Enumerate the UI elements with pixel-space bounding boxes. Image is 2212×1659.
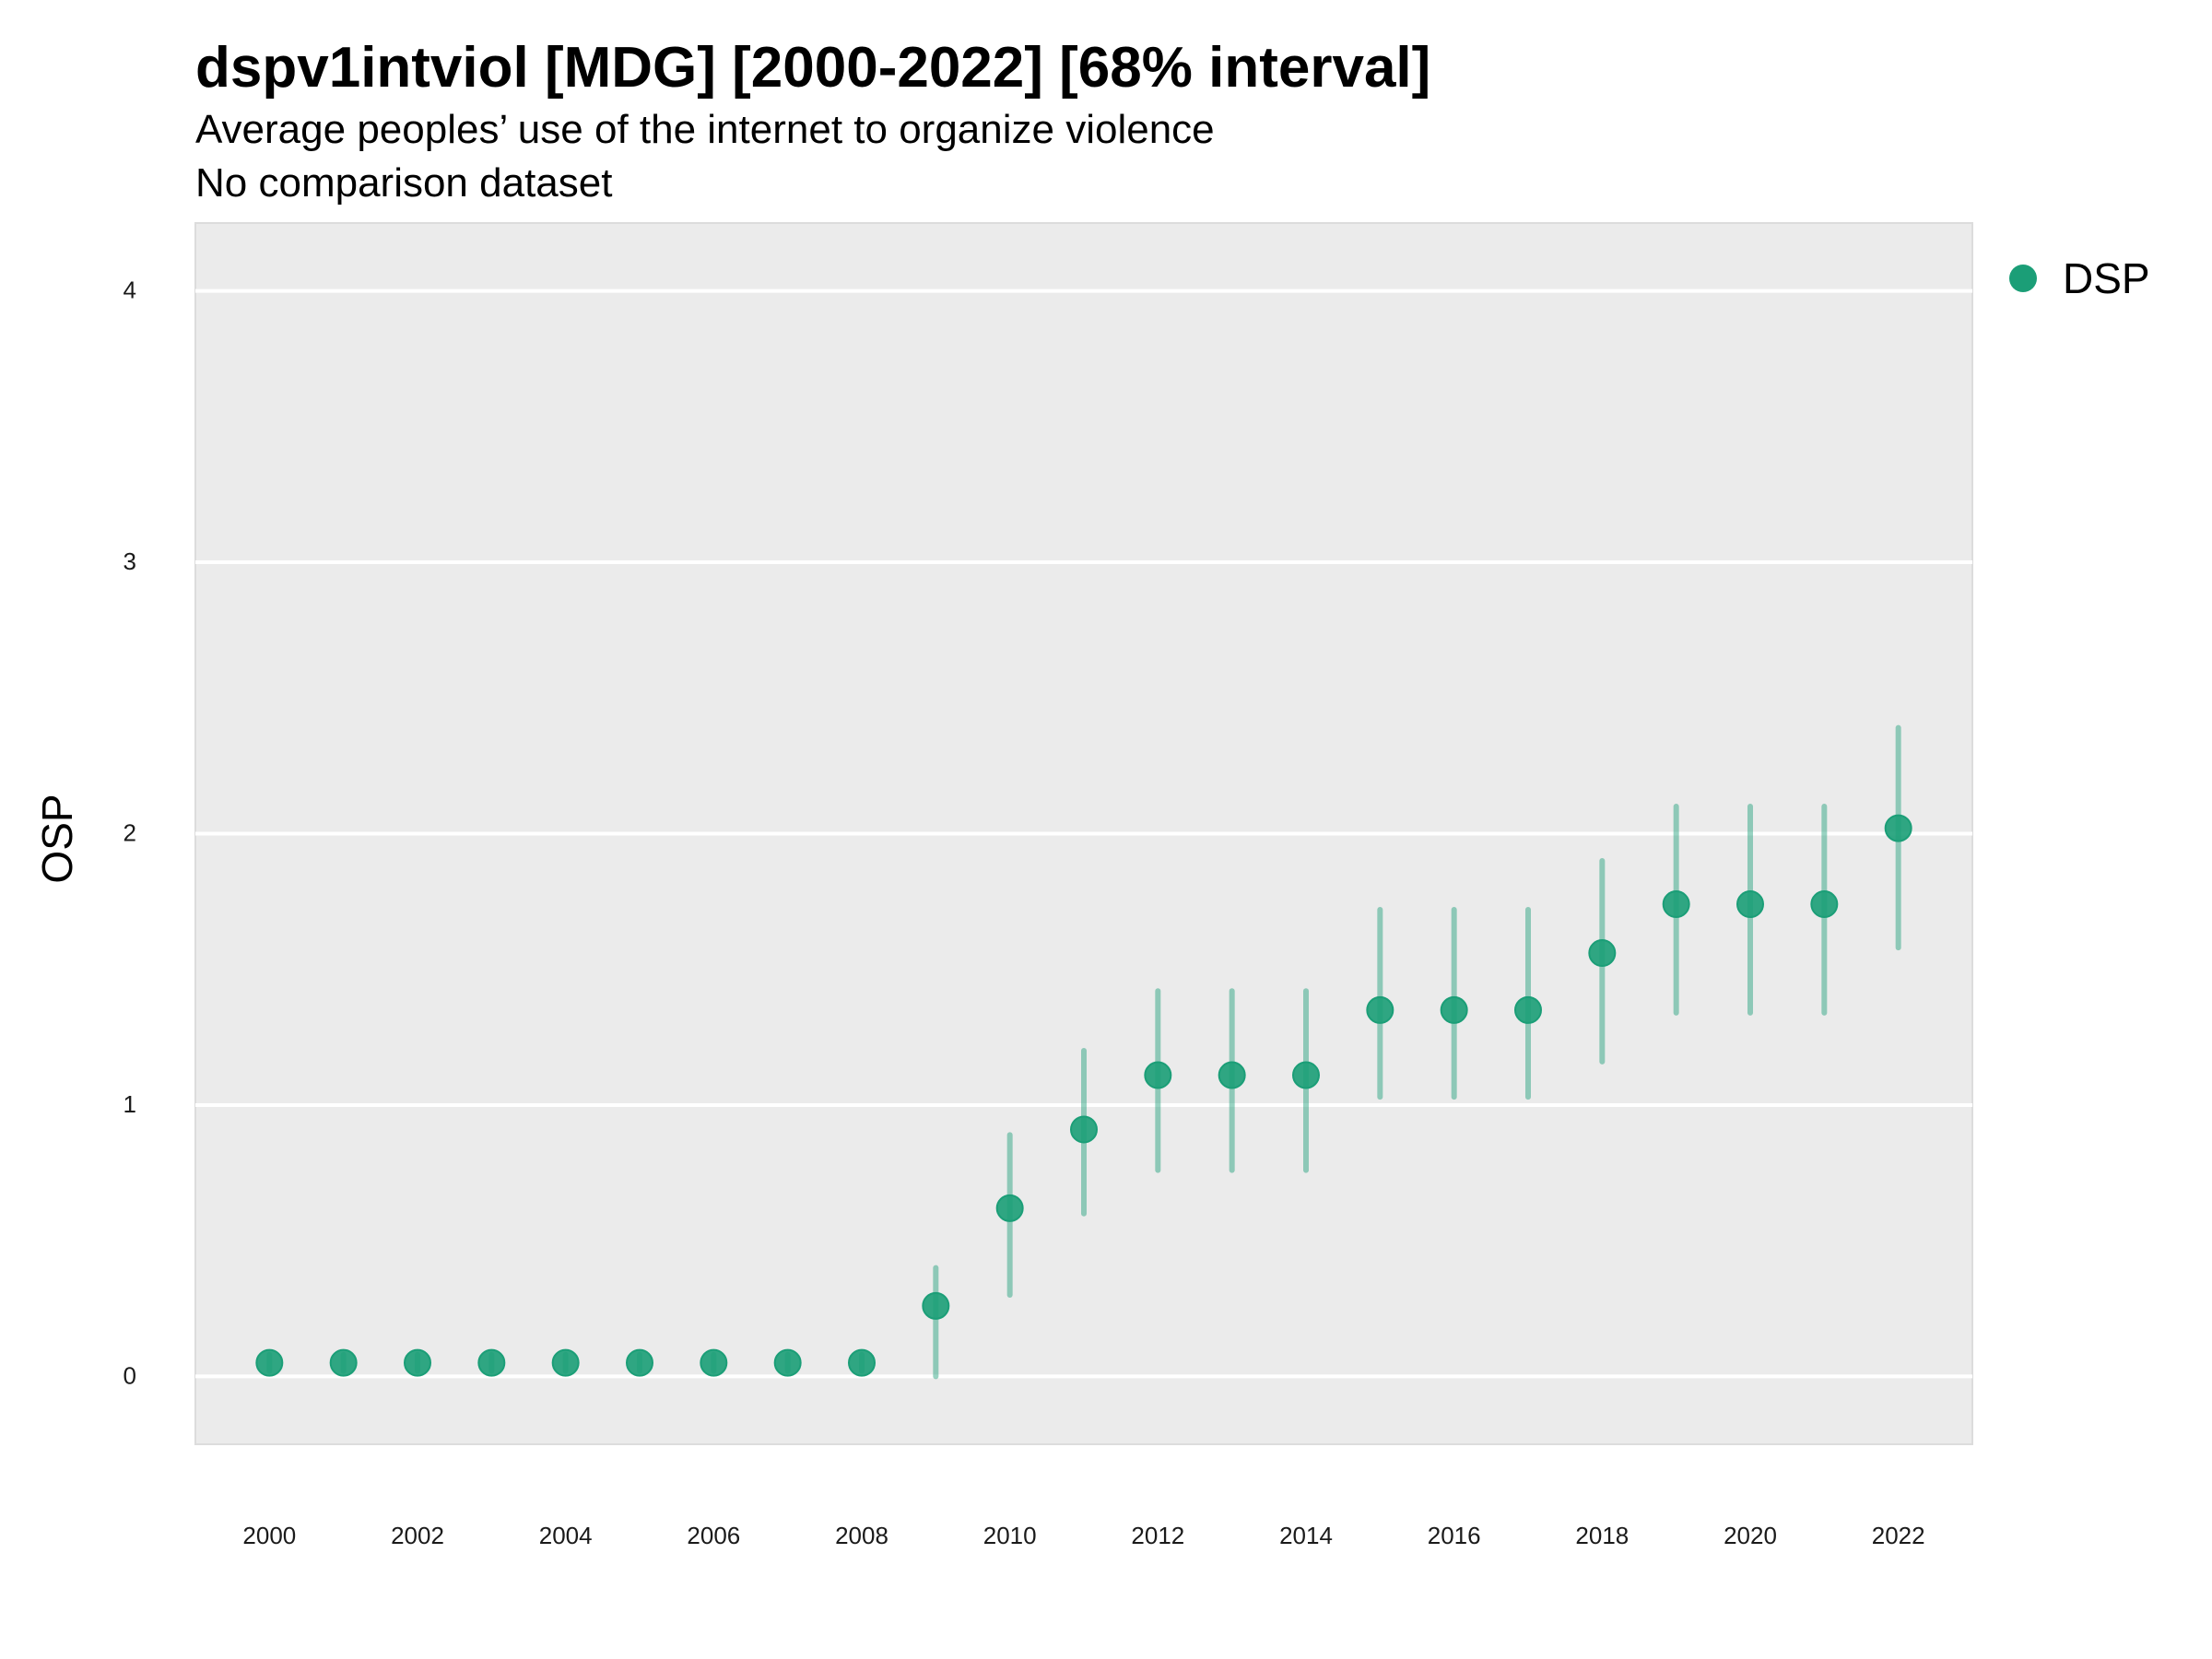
data-point [404, 1348, 431, 1377]
x-tick-label: 2012 [1131, 1522, 1184, 1549]
legend: DSP [2009, 253, 2150, 303]
data-point [848, 1348, 876, 1377]
x-tick-label: 2016 [1428, 1522, 1481, 1549]
legend-key-dsp [2009, 265, 2037, 292]
data-point [1588, 939, 1617, 968]
data-point [1810, 890, 1839, 919]
data-point [1736, 890, 1764, 919]
chart-caption: No comparison dataset [195, 160, 613, 206]
data-point [1514, 995, 1542, 1024]
data-point [922, 1291, 950, 1320]
data-point [1292, 1061, 1320, 1089]
data-point [1884, 814, 1912, 842]
x-tick-label: 2008 [835, 1522, 888, 1549]
data-point [1440, 995, 1468, 1024]
data-point [551, 1348, 580, 1377]
data-point [329, 1348, 358, 1377]
x-tick-label: 2002 [391, 1522, 444, 1549]
y-tick-label: 3 [124, 547, 136, 575]
legend-label-dsp: DSP [2063, 254, 2150, 302]
x-tick-label: 2010 [983, 1522, 1037, 1549]
data-point [1070, 1115, 1098, 1144]
x-tick-label: 2006 [687, 1522, 740, 1549]
y-tick-label: 2 [124, 819, 136, 847]
chart-subtitle: Average peoples’ use of the internet to … [195, 107, 1215, 152]
data-point [477, 1348, 506, 1377]
x-tick-label: 2000 [242, 1522, 296, 1549]
data-point [1144, 1061, 1172, 1089]
data-point [1366, 995, 1394, 1024]
x-tick-label: 2018 [1575, 1522, 1629, 1549]
y-tick-label: 4 [124, 276, 136, 304]
data-point [995, 1194, 1024, 1222]
x-tick-label: 2014 [1279, 1522, 1333, 1549]
data-point [626, 1348, 653, 1377]
y-tick-label: 1 [124, 1090, 136, 1118]
x-tick-label: 2004 [539, 1522, 593, 1549]
y-tick-label: 0 [124, 1361, 136, 1389]
chart-title: dspv1intviol [MDG] [2000-2022] [68% inte… [195, 36, 1431, 100]
data-point [700, 1348, 728, 1377]
x-tick-label: 2022 [1872, 1522, 1925, 1549]
data-point [1662, 890, 1690, 919]
data-point [1218, 1061, 1246, 1089]
data-point [255, 1348, 284, 1377]
data-point [773, 1348, 802, 1377]
x-tick-label: 2020 [1724, 1522, 1777, 1549]
